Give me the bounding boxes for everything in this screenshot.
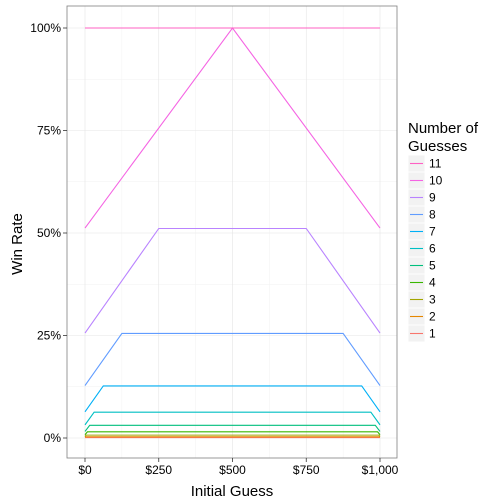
legend-label-5: 5	[429, 259, 436, 273]
x-tick-label: $750	[293, 463, 320, 477]
x-tick-label: $500	[219, 463, 246, 477]
legend-label-10: 10	[429, 174, 443, 188]
axes: $0 $250 $500 $750 $1,000 0% 25% 50% 75% 100%	[30, 5, 399, 477]
legend-label-7: 7	[429, 225, 436, 239]
y-tick-label: 75%	[37, 124, 61, 138]
y-tick-label: 50%	[37, 226, 61, 240]
series-line-9	[84, 227, 381, 334]
plot-panel	[67, 6, 397, 458]
legend-label-11: 11	[429, 157, 442, 171]
grid-lines	[67, 6, 397, 458]
series-line-7	[84, 385, 381, 413]
x-tick-label: $250	[145, 463, 172, 477]
series-line-4	[84, 431, 381, 436]
series-line-3	[84, 434, 381, 437]
legend-label-1: 1	[429, 327, 436, 341]
plot-area	[67, 6, 397, 458]
legend-label-8: 8	[429, 208, 436, 222]
y-tick-label: 25%	[37, 329, 61, 343]
series-line-6	[84, 411, 381, 426]
legend-label-9: 9	[429, 191, 436, 205]
y-tick-label: 100%	[30, 21, 61, 35]
x-axis-title: Initial Guess	[191, 483, 274, 500]
legend-label-6: 6	[429, 242, 436, 256]
legend: Number of Guesses 11 10 9 8 7 6 5 4 3 2 1	[407, 120, 479, 343]
legend-label-2: 2	[429, 310, 436, 324]
x-tick-label: $0	[78, 463, 92, 477]
y-tick-label: 0%	[44, 431, 62, 445]
legend-label-3: 3	[429, 293, 436, 307]
legend-title-line-1: Number of	[408, 120, 479, 137]
legend-items: 11 10 9 8 7 6 5 4 3 2 1	[407, 154, 443, 343]
x-tick-label: $1,000	[362, 463, 399, 477]
legend-label-4: 4	[429, 276, 436, 290]
series-lines	[84, 27, 381, 439]
panel-border	[66, 5, 398, 459]
legend-title-line-2: Guesses	[408, 138, 467, 155]
y-axis-title: Win Rate	[9, 213, 26, 275]
series-line-8	[84, 332, 381, 386]
series-line-5	[84, 424, 381, 432]
